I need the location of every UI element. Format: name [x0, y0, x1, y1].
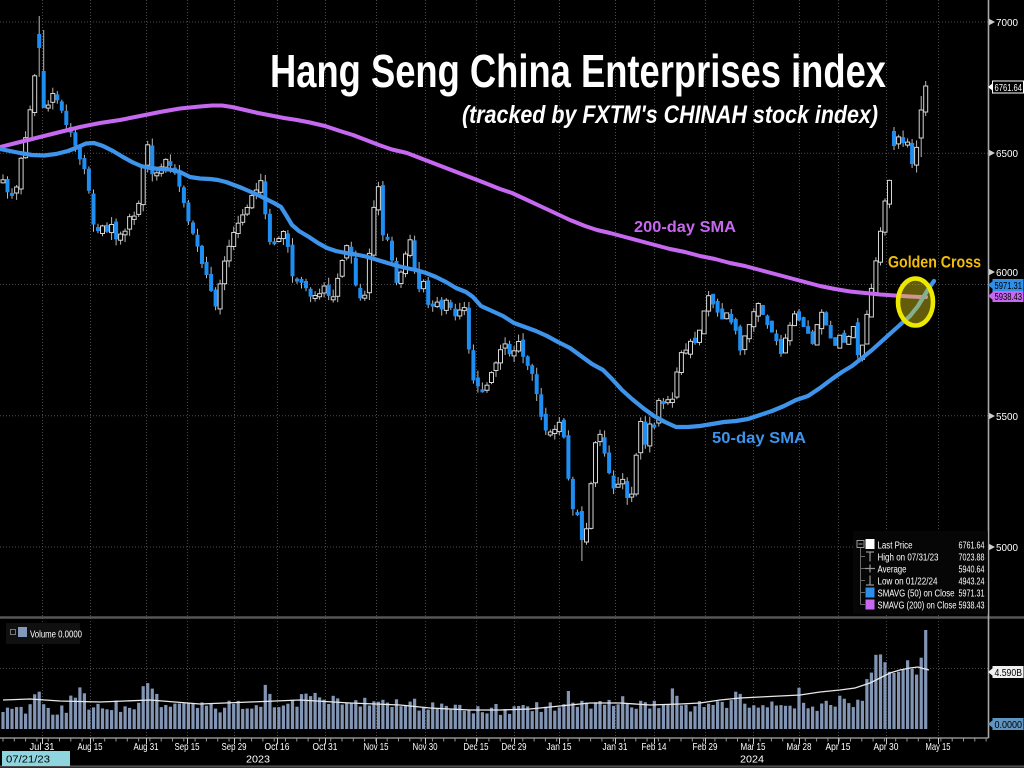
- svg-text:2024: 2024: [740, 754, 764, 766]
- svg-text:Dec 15: Dec 15: [464, 741, 489, 753]
- svg-text:5938.43: 5938.43: [995, 292, 1023, 303]
- svg-text:SMAVG (50) on Close: SMAVG (50) on Close: [878, 587, 955, 599]
- svg-text:Golden Cross: Golden Cross: [888, 254, 981, 272]
- svg-text:Apr 30: Apr 30: [874, 741, 899, 753]
- svg-text:6761.64: 6761.64: [959, 539, 985, 551]
- svg-text:5500: 5500: [996, 411, 1018, 423]
- svg-text:Aug 15: Aug 15: [78, 741, 103, 753]
- svg-text:Volume 0.0000: Volume 0.0000: [30, 629, 82, 641]
- svg-text:50-day SMA: 50-day SMA: [712, 430, 806, 447]
- svg-text:SMAVG (200) on Close: SMAVG (200) on Close: [878, 599, 957, 611]
- svg-text:Oct 16: Oct 16: [265, 741, 290, 753]
- svg-text:Low on 01/22/24: Low on 01/22/24: [878, 575, 938, 587]
- svg-text:5940.64: 5940.64: [959, 563, 985, 575]
- svg-text:High on 07/31/23: High on 07/31/23: [878, 551, 939, 563]
- svg-text:Jul 31: Jul 31: [30, 741, 55, 753]
- svg-text:Jan 31: Jan 31: [603, 741, 628, 753]
- svg-text:Dec 29: Dec 29: [502, 741, 527, 753]
- svg-text:7000: 7000: [996, 17, 1018, 29]
- svg-text:Last Price: Last Price: [878, 539, 913, 551]
- svg-text:5000: 5000: [996, 542, 1018, 554]
- svg-text:Mar 15: Mar 15: [741, 741, 766, 753]
- svg-text:2023: 2023: [246, 754, 270, 766]
- svg-text:07/21/23: 07/21/23: [6, 754, 50, 766]
- svg-text:Apr 15: Apr 15: [826, 741, 851, 753]
- svg-text:Sep 29: Sep 29: [222, 741, 247, 753]
- svg-text:Sep 15: Sep 15: [175, 741, 200, 753]
- svg-text:Aug 31: Aug 31: [134, 741, 159, 753]
- svg-text:6000: 6000: [996, 267, 1018, 279]
- svg-text:6500: 6500: [996, 148, 1018, 160]
- svg-text:Jan 15: Jan 15: [547, 741, 572, 753]
- svg-text:Average: Average: [878, 563, 907, 575]
- svg-text:Feb 14: Feb 14: [642, 741, 667, 753]
- svg-text:5938.43: 5938.43: [959, 599, 985, 611]
- svg-text:Nov 30: Nov 30: [413, 741, 438, 753]
- svg-text:4.590B: 4.590B: [995, 668, 1023, 679]
- svg-text:Hang Seng China Enterprises in: Hang Seng China Enterprises index: [270, 45, 886, 97]
- svg-text:Mar 28: Mar 28: [787, 741, 812, 753]
- svg-text:Nov 15: Nov 15: [364, 741, 389, 753]
- svg-text:Oct 31: Oct 31: [313, 741, 338, 753]
- svg-text:200-day SMA: 200-day SMA: [634, 219, 736, 236]
- svg-text:5971.31: 5971.31: [995, 281, 1023, 292]
- svg-text:May 15: May 15: [926, 741, 951, 753]
- svg-text:4943.24: 4943.24: [959, 575, 985, 587]
- svg-text:Feb 29: Feb 29: [693, 741, 718, 753]
- svg-text:0.0000: 0.0000: [995, 720, 1023, 731]
- svg-text:5971.31: 5971.31: [959, 587, 985, 599]
- svg-text:(tracked by FXTM's CHINAH stoc: (tracked by FXTM's CHINAH stock index): [462, 101, 878, 129]
- svg-text:6761.64: 6761.64: [995, 83, 1023, 94]
- svg-text:7023.88: 7023.88: [959, 551, 985, 563]
